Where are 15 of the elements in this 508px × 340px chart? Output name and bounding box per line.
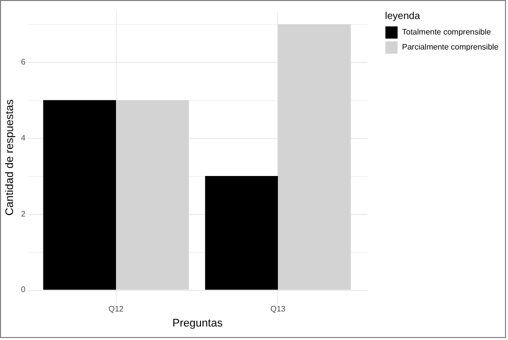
y-tick-label: 2 bbox=[21, 209, 26, 218]
x-tick-label: Q12 bbox=[108, 304, 124, 314]
legend-title: leyenda bbox=[385, 11, 420, 22]
bar bbox=[205, 176, 278, 290]
y-tick-label: 6 bbox=[21, 58, 26, 67]
bar bbox=[116, 100, 189, 290]
x-tick-label: Q13 bbox=[270, 304, 286, 314]
y-tick-label: 4 bbox=[21, 134, 26, 143]
y-tick-label: 0 bbox=[21, 285, 26, 294]
legend-label: Parcialmente comprensible bbox=[402, 42, 500, 52]
bar bbox=[43, 100, 116, 290]
x-axis-title: Preguntas bbox=[172, 318, 224, 330]
legend-label: Totalmente comprensible bbox=[402, 28, 492, 36]
y-axis-title: Cantidad de respuestas bbox=[4, 98, 16, 216]
bar bbox=[278, 24, 351, 290]
